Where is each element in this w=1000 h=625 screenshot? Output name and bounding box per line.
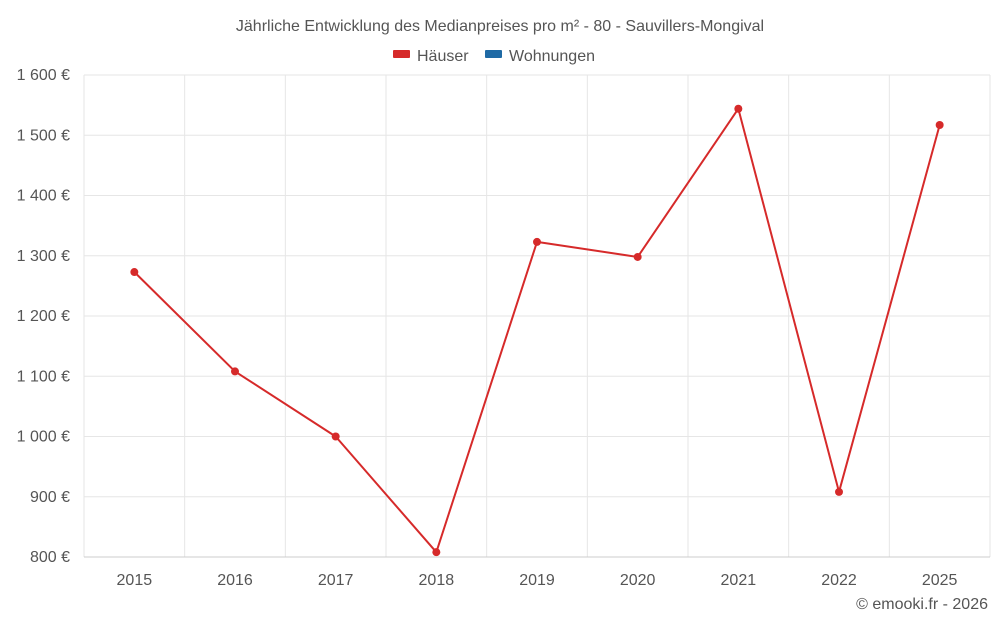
x-tick-label: 2025 <box>922 572 958 589</box>
legend-label-haeuser: Häuser <box>417 48 469 65</box>
data-point-haeuser[interactable] <box>734 104 743 113</box>
y-tick-label: 1 400 € <box>17 188 70 205</box>
y-tick-label: 900 € <box>30 489 70 506</box>
y-gridlines <box>84 74 990 558</box>
credit-text: © emooki.fr - 2026 <box>856 596 988 613</box>
x-tick-label: 2021 <box>721 572 757 589</box>
y-tick-label: 1 000 € <box>17 429 70 446</box>
data-point-haeuser[interactable] <box>633 252 642 261</box>
x-tick-label: 2017 <box>318 572 354 589</box>
x-tick-label: 2022 <box>821 572 857 589</box>
x-tick-label: 2020 <box>620 572 656 589</box>
legend-swatch-haeuser <box>393 50 410 58</box>
data-point-haeuser[interactable] <box>835 487 843 496</box>
series-line-haeuser <box>133 107 941 554</box>
data-point-haeuser[interactable] <box>331 432 340 441</box>
chart-title: Jährliche Entwicklung des Medianpreises … <box>236 18 764 35</box>
data-point-haeuser[interactable] <box>432 548 441 557</box>
legend-item-haeuser[interactable]: Häuser <box>393 48 469 65</box>
legend-swatch-wohnungen <box>485 50 502 58</box>
y-tick-label: 800 € <box>30 549 70 566</box>
y-tick-label: 1 200 € <box>17 308 70 325</box>
x-axis-labels: 2015 2016 2017 2018 2019 2020 2021 2022 2025 <box>117 572 958 589</box>
x-gridlines <box>83 75 991 558</box>
x-tick-label: 2015 <box>117 572 153 589</box>
series-haeuser <box>130 104 944 557</box>
x-tick-label: 2016 <box>217 572 253 589</box>
data-point-haeuser[interactable] <box>130 268 139 277</box>
legend-label-wohnungen: Wohnungen <box>509 48 595 65</box>
y-axis-labels: 800 € 900 € 1 000 € 1 100 € 1 200 € 1 300 € 1 … <box>17 67 70 566</box>
y-tick-label: 1 100 € <box>17 368 70 385</box>
legend-item-wohnungen[interactable]: Wohnungen <box>485 48 595 65</box>
x-tick-label: 2019 <box>519 572 555 589</box>
data-point-haeuser[interactable] <box>533 237 541 246</box>
y-tick-label: 1 600 € <box>17 67 70 84</box>
x-tick-label: 2018 <box>419 572 455 589</box>
y-tick-label: 1 300 € <box>17 248 70 265</box>
data-point-haeuser[interactable] <box>935 121 944 130</box>
legend: Häuser Wohnungen <box>393 48 595 65</box>
data-point-haeuser[interactable] <box>231 367 239 376</box>
y-tick-label: 1 500 € <box>17 127 70 144</box>
